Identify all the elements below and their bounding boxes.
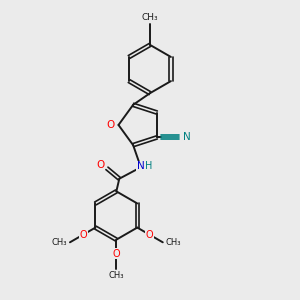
Text: O: O xyxy=(80,230,87,240)
Text: O: O xyxy=(112,249,120,259)
Text: N: N xyxy=(136,161,144,171)
Text: O: O xyxy=(146,230,153,240)
Text: CH₃: CH₃ xyxy=(142,13,158,22)
Text: CH₃: CH₃ xyxy=(165,238,181,247)
Text: CH₃: CH₃ xyxy=(52,238,68,247)
Text: O: O xyxy=(106,120,114,130)
Text: N: N xyxy=(183,132,191,142)
Text: O: O xyxy=(96,160,105,170)
Text: CH₃: CH₃ xyxy=(109,271,124,280)
Text: H: H xyxy=(145,161,152,171)
